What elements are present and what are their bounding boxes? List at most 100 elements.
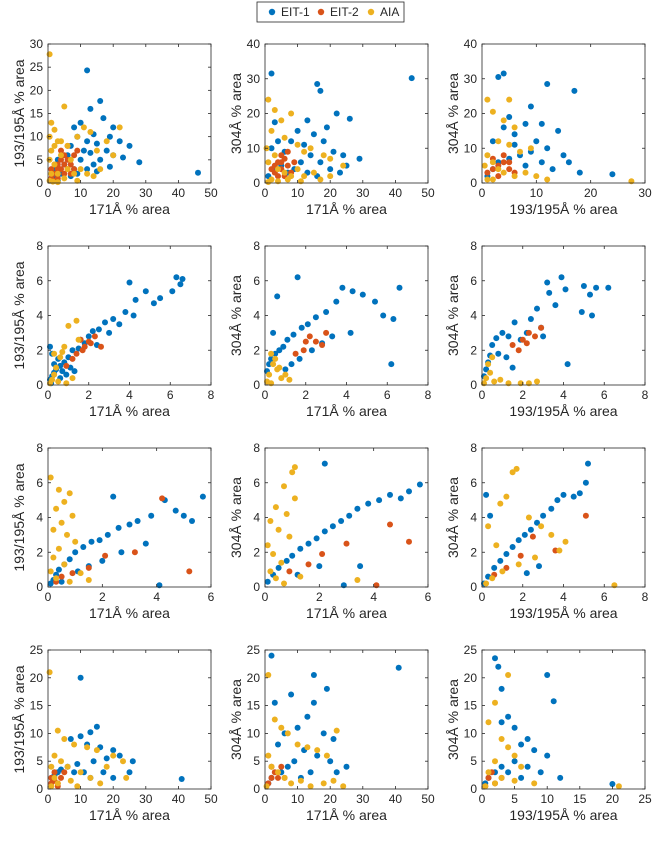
data-point (71, 368, 78, 375)
data-point (330, 777, 337, 784)
data-point (126, 142, 133, 149)
data-point (271, 119, 278, 126)
data-point (297, 545, 304, 552)
data-point (99, 557, 106, 564)
data-point (268, 70, 275, 77)
data-point (481, 162, 488, 169)
data-point (270, 329, 277, 336)
x-tick-label: 0 (45, 590, 52, 604)
y-tick-label: 20 (464, 671, 478, 685)
data-point (489, 342, 496, 348)
data-point (58, 519, 65, 526)
data-point (495, 138, 502, 145)
data-point (116, 752, 123, 759)
data-point (576, 490, 583, 497)
data-point (518, 763, 525, 770)
data-point (500, 117, 507, 124)
data-point (518, 741, 525, 748)
x-tick-label: 10 (291, 186, 305, 200)
data-point (297, 159, 304, 166)
x-tick-label: 4 (560, 590, 567, 604)
data-point (323, 124, 330, 131)
data-point (609, 171, 616, 178)
series-eit-2 (63, 333, 104, 369)
data-point (304, 117, 311, 124)
series-eit-1 (482, 655, 616, 787)
data-point (356, 155, 363, 162)
data-point (97, 156, 104, 163)
data-point (487, 369, 494, 376)
data-point (294, 724, 301, 731)
data-point (524, 736, 531, 742)
data-point (483, 375, 490, 382)
data-point (59, 349, 66, 355)
data-point (265, 672, 272, 678)
x-axis-label: 193/195Å % area (509, 807, 617, 823)
data-point (587, 291, 593, 298)
data-point (294, 166, 301, 173)
data-point (47, 580, 54, 587)
data-point (110, 752, 117, 759)
data-point (123, 774, 130, 781)
x-tick-label: 20 (606, 792, 620, 806)
y-tick-label: 15 (464, 699, 478, 713)
data-point (304, 321, 311, 328)
data-point (278, 117, 285, 124)
data-point (274, 293, 281, 300)
data-point (48, 170, 55, 177)
data-point (484, 176, 491, 183)
data-point (498, 774, 505, 781)
x-tick-label: 10 (291, 792, 305, 806)
data-point (126, 521, 133, 528)
subplot-9: 0 2 4 6 8 0 2 4 6 8 193/195Å % area 304Å % area (445, 441, 649, 621)
data-point (55, 486, 62, 493)
data-point (327, 166, 334, 173)
data-point (485, 523, 492, 530)
data-point (270, 361, 277, 368)
data-point (291, 758, 298, 765)
data-point (186, 568, 193, 575)
y-tick-label: 8 (253, 239, 260, 253)
data-point (312, 338, 319, 345)
data-point (511, 173, 518, 180)
x-axis-label: 171Å % area (306, 807, 387, 823)
data-point (106, 133, 113, 140)
data-point (562, 538, 569, 545)
y-axis-label: 304Å % area (445, 477, 461, 558)
data-point (95, 326, 102, 333)
data-point (268, 166, 275, 173)
y-tick-label: 8 (36, 441, 43, 455)
data-point (98, 343, 104, 350)
data-point (489, 575, 496, 582)
data-point (498, 685, 505, 692)
data-point (116, 138, 123, 145)
x-tick-label: 0 (479, 792, 486, 806)
data-point (570, 493, 577, 500)
data-point (110, 747, 117, 754)
x-axis-label: 193/195Å % area (509, 605, 617, 621)
data-point (74, 761, 81, 767)
data-point (276, 347, 283, 354)
x-tick-label: 0 (45, 388, 52, 402)
data-point (310, 699, 317, 706)
data-point (53, 505, 60, 512)
data-point (102, 552, 109, 559)
plot-area (48, 44, 211, 183)
data-points (46, 51, 201, 186)
data-point (59, 368, 66, 375)
data-point (267, 518, 274, 524)
data-point (286, 568, 293, 575)
x-axis-label: 171Å % area (89, 807, 170, 823)
data-point (615, 783, 622, 790)
y-tick-label: 5 (36, 153, 43, 167)
data-point (91, 333, 98, 340)
data-point (288, 780, 295, 787)
y-tick-label: 30 (30, 37, 44, 51)
y-axis-label: 304Å % area (228, 275, 244, 356)
data-point (503, 493, 510, 500)
data-point (291, 159, 298, 166)
data-point (492, 655, 498, 662)
